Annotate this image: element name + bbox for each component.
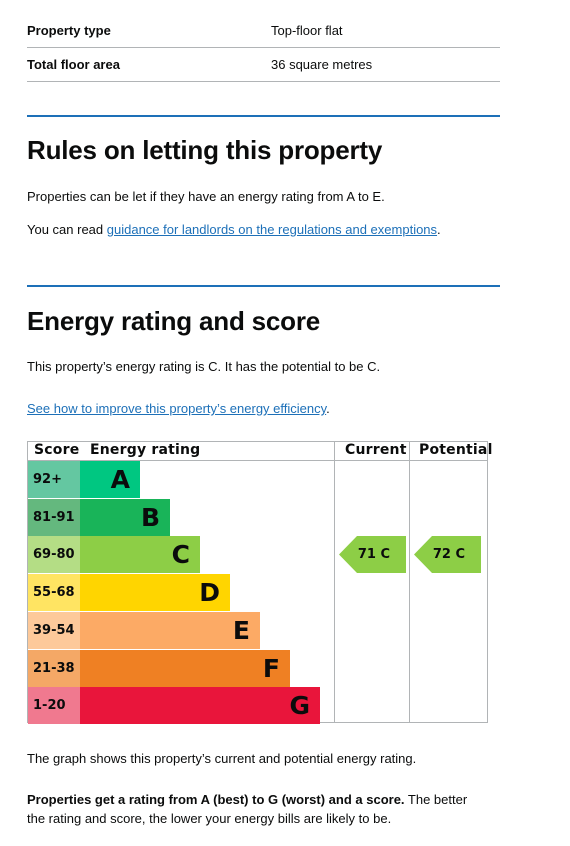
improve-paragraph: See how to improve this property’s energ… [27, 399, 330, 419]
current-rating-marker-arrow [339, 536, 406, 574]
band-bar-b: B [80, 498, 170, 536]
energy-rating-heading: Energy rating and score [27, 306, 321, 336]
band-letter-f: F [262, 653, 280, 683]
improve-efficiency-link[interactable]: See how to improve this property’s energ… [27, 401, 327, 416]
guidance-prefix: You can read [27, 222, 107, 237]
energy-rating-summary: This property’s energy rating is C. It h… [27, 359, 381, 374]
potential-rating-marker: 72 C [414, 536, 481, 574]
graph-note: The graph shows this property’s current … [27, 751, 417, 766]
section-divider [27, 285, 500, 287]
band-bar-f: F [80, 649, 290, 687]
potential-rating-marker-label: 72 C [432, 547, 465, 563]
potential-column-header: Potential [419, 442, 493, 458]
summary-key: Property type [27, 23, 111, 38]
guidance-suffix: . [437, 222, 441, 237]
band-score-b: 81-91 [28, 498, 80, 536]
rating-column-header: Energy rating [90, 442, 201, 458]
score-column-header: Score [34, 442, 80, 458]
landlord-guidance-link[interactable]: guidance for landlords on the regulation… [106, 222, 438, 237]
summary-value: Top-floor flat [271, 23, 343, 38]
band-score-g: 1-20 [28, 687, 80, 725]
letting-heading: Rules on letting this property [27, 135, 383, 165]
summary-row-floor-area: Total floor area 36 square metres [27, 48, 500, 82]
band-bar-e: E [80, 611, 260, 649]
summary-value: 36 square metres [271, 57, 373, 72]
improve-suffix: . [326, 401, 330, 416]
epc-page: Property type Top-floor flat Total floor… [27, 0, 500, 826]
band-bar-a: A [80, 461, 140, 498]
band-score-c: 69-80 [28, 536, 80, 574]
band-letter-e: E [232, 615, 250, 645]
rating-explanation-bold: Properties get a rating from A (best) to… [27, 792, 405, 807]
rating-explanation-line2: the rating and score, the lower your ene… [27, 811, 392, 826]
rating-explanation-rest: The better [404, 792, 468, 807]
potential-rating-marker-arrow [414, 536, 481, 574]
summary-row-property-type: Property type Top-floor flat [27, 0, 500, 48]
band-score-d: 55-68 [28, 574, 80, 612]
band-letter-d: D [199, 578, 220, 608]
current-rating-marker: 71 C [339, 536, 406, 574]
summary-key: Total floor area [27, 57, 120, 72]
guidance-paragraph: You can read guidance for landlords on t… [27, 220, 441, 240]
band-bar-d: D [80, 574, 230, 612]
band-score-e: 39-54 [28, 611, 80, 649]
band-score-a: 92+ [28, 461, 80, 498]
band-letter-b: B [140, 502, 160, 532]
letting-intro: Properties can be let if they have an en… [27, 189, 385, 204]
band-letter-c: C [171, 540, 190, 570]
band-bar-c: C [80, 536, 200, 574]
current-column-header: Current [345, 442, 407, 458]
band-letter-a: A [110, 465, 130, 494]
rating-explanation-line1: Properties get a rating from A (best) to… [27, 790, 467, 810]
current-rating-marker-label: 71 C [357, 547, 390, 563]
band-score-f: 21-38 [28, 649, 80, 687]
section-divider [27, 115, 500, 117]
energy-rating-chart: Score Energy rating Current Potential 92… [27, 441, 492, 725]
band-letter-g: G [289, 691, 310, 721]
band-bar-g: G [80, 687, 320, 725]
